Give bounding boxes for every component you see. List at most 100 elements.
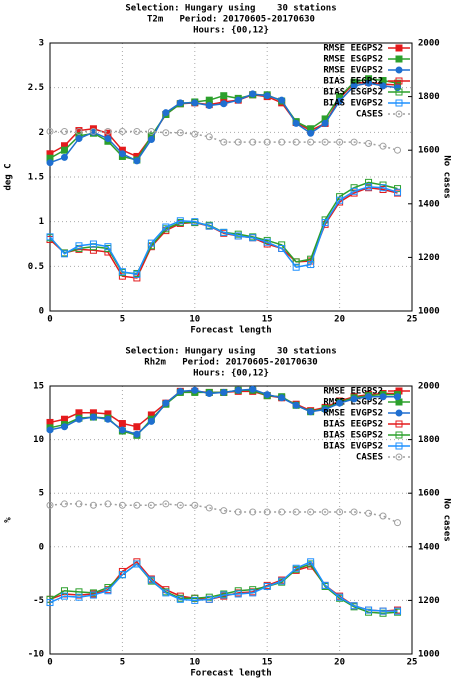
- x-tick-label: 5: [120, 315, 125, 325]
- y-tick-label: 0: [39, 542, 44, 552]
- legend-marker: [395, 110, 403, 118]
- marker: [234, 232, 242, 240]
- marker: [307, 558, 315, 566]
- y-tick-label: 1.5: [28, 173, 44, 183]
- y2-tick-label: 1800: [418, 92, 440, 102]
- marker: [379, 184, 387, 192]
- marker: [133, 423, 141, 431]
- marker: [336, 399, 344, 407]
- y-tick-label: -5: [33, 596, 44, 606]
- marker: [191, 130, 199, 138]
- marker: [133, 127, 141, 135]
- marker: [379, 393, 387, 401]
- marker: [307, 129, 315, 137]
- marker: [292, 564, 300, 572]
- marker: [292, 508, 300, 516]
- marker: [263, 138, 271, 146]
- marker: [350, 395, 358, 403]
- marker: [220, 507, 228, 515]
- marker: [365, 509, 373, 517]
- marker: [278, 394, 286, 402]
- marker: [321, 219, 329, 227]
- chart-title: Selection: Hungary using 30 stations: [125, 3, 336, 14]
- marker: [220, 228, 228, 236]
- marker: [365, 178, 373, 186]
- marker: [176, 217, 184, 225]
- x-tick-label: 5: [120, 658, 125, 668]
- marker: [191, 99, 199, 107]
- y2-tick-label: 2000: [418, 39, 440, 49]
- legend-label: RMSE EEGPS2: [323, 387, 383, 397]
- marker: [133, 157, 141, 165]
- x-tick-label: 0: [47, 658, 52, 668]
- series-line: [49, 503, 398, 524]
- marker: [292, 263, 300, 271]
- marker: [118, 150, 126, 158]
- marker: [321, 581, 329, 589]
- marker: [46, 127, 54, 135]
- marker: [336, 508, 344, 516]
- y-tick-label: 5: [39, 489, 44, 499]
- marker: [365, 79, 373, 87]
- legend-label: BIAS EEGPS2: [323, 77, 383, 87]
- marker: [321, 406, 329, 414]
- marker: [104, 587, 112, 595]
- marker: [336, 138, 344, 146]
- marker: [162, 589, 170, 597]
- y2-axis-label: No cases: [442, 155, 451, 198]
- chart-title: Hours: {00,12}: [193, 369, 269, 379]
- marker: [379, 82, 387, 90]
- marker: [234, 386, 242, 394]
- chart-title: Rh2m Period: 20170605-20170630: [144, 357, 317, 368]
- marker: [133, 270, 141, 278]
- marker: [104, 500, 112, 508]
- legend-label: BIAS EEGPS2: [323, 420, 383, 430]
- marker: [350, 602, 358, 610]
- marker: [75, 135, 83, 143]
- marker: [292, 119, 300, 127]
- marker: [133, 501, 141, 509]
- marker: [220, 100, 228, 108]
- marker: [220, 138, 228, 146]
- marker: [307, 261, 315, 269]
- marker: [104, 415, 112, 423]
- marker: [307, 408, 315, 416]
- marker: [46, 599, 54, 607]
- chart-title: Hours: {00,12}: [193, 26, 269, 36]
- marker: [263, 238, 271, 246]
- marker: [263, 582, 271, 590]
- y2-tick-label: 1600: [418, 146, 440, 156]
- marker: [336, 196, 344, 204]
- y-tick-label: 3: [39, 39, 44, 49]
- marker: [205, 390, 213, 398]
- legend-marker: [395, 453, 403, 461]
- marker: [394, 607, 402, 615]
- x-tick-label: 10: [189, 315, 200, 325]
- legend-marker: [395, 88, 403, 96]
- legend-label: BIAS ESGPS2: [323, 88, 383, 98]
- legend-marker: [395, 420, 403, 428]
- marker: [60, 127, 68, 135]
- marker: [278, 244, 286, 252]
- marker: [46, 233, 54, 241]
- series-line: [49, 186, 398, 276]
- legend-label: CASES: [356, 453, 383, 463]
- marker: [292, 138, 300, 146]
- marker: [147, 239, 155, 247]
- marker: [60, 423, 68, 431]
- marker: [379, 142, 387, 150]
- marker: [89, 591, 97, 599]
- marker: [191, 218, 199, 226]
- y2-tick-label: 1000: [418, 650, 440, 660]
- legend-marker: [395, 44, 403, 52]
- marker: [162, 109, 170, 117]
- marker: [118, 501, 126, 509]
- marker: [220, 388, 228, 396]
- y2-tick-label: 1000: [418, 307, 440, 317]
- x-tick-label: 20: [334, 315, 345, 325]
- marker: [234, 96, 242, 104]
- marker: [205, 595, 213, 603]
- marker: [278, 508, 286, 516]
- marker: [89, 413, 97, 421]
